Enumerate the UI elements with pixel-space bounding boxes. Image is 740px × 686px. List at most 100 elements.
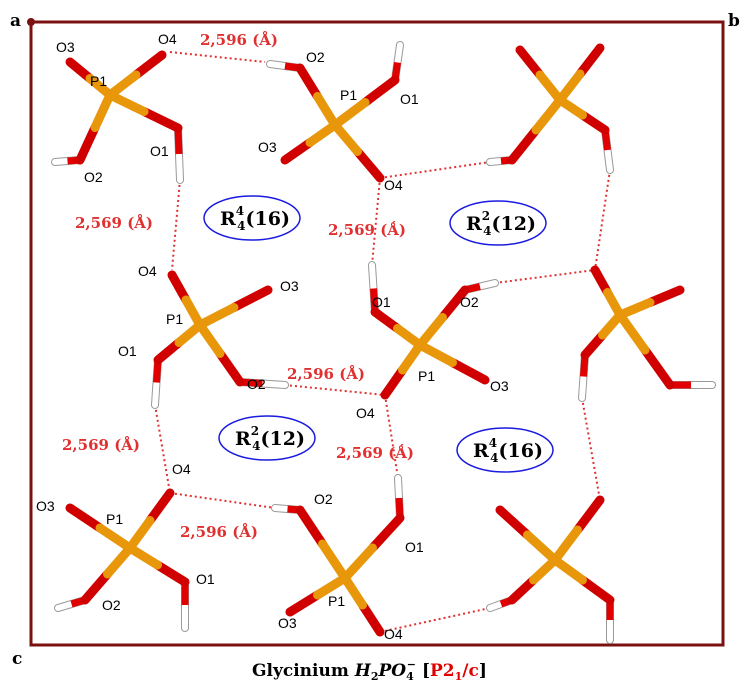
hydrogen-bond — [495, 270, 595, 283]
po-bond — [645, 350, 670, 385]
ring-base: R — [466, 213, 482, 235]
oh-bond — [582, 377, 584, 399]
atom-label: O4 — [172, 461, 191, 477]
structure — [55, 45, 712, 640]
caption-sub: 2 — [371, 670, 379, 683]
po-bond — [363, 605, 381, 632]
atom-label: P1 — [166, 311, 183, 327]
atom-label: O2 — [102, 597, 121, 613]
atom-label: O1 — [118, 343, 137, 359]
caption-name: Glycinium — [252, 661, 349, 681]
atom-label: O2 — [306, 49, 325, 65]
po-bond — [520, 50, 540, 75]
po-bond — [403, 345, 421, 370]
space-group-sub: 1 — [455, 670, 463, 683]
atom-label: O3 — [278, 615, 297, 631]
po-bond — [318, 97, 336, 126]
po-bond — [310, 125, 335, 143]
po-bond — [70, 508, 100, 528]
po-bond — [200, 308, 234, 326]
ring-size: (16) — [499, 440, 543, 462]
hydrogen-bond — [170, 52, 265, 62]
bond-length: 2,569 (Å) — [75, 214, 153, 232]
po-bond — [100, 528, 130, 548]
po-bond — [345, 578, 363, 605]
atom-label: O3 — [490, 378, 509, 394]
po-bond — [323, 544, 346, 578]
corner-label: c — [12, 649, 22, 669]
po-bond — [620, 303, 650, 316]
oh-bond — [55, 161, 68, 162]
oh-bond — [155, 383, 157, 406]
ring-label: R44(16) — [473, 436, 543, 465]
po-bond — [108, 548, 131, 574]
po-bond — [290, 595, 318, 612]
po-bond — [453, 363, 486, 381]
ring-size: (12) — [261, 428, 305, 450]
po-bond — [560, 74, 580, 100]
caption-formula: PO — [377, 661, 406, 681]
ring-sup: 2 — [251, 424, 259, 438]
ring-sub: 4 — [483, 224, 491, 238]
atom-label: O1 — [405, 539, 424, 555]
atom-label: P1 — [90, 73, 107, 89]
po-bond — [555, 530, 578, 560]
atom-label: O1 — [400, 91, 419, 107]
po-bond — [620, 315, 645, 350]
bond-length: 2,569 (Å) — [62, 436, 140, 454]
oh-bond — [608, 150, 611, 170]
oh-bond — [398, 478, 399, 498]
po-bond — [420, 318, 443, 346]
po-bond — [534, 560, 556, 580]
po-bond — [420, 345, 453, 363]
corner-label: a — [10, 11, 21, 31]
po-bond — [285, 143, 310, 161]
caption-bracket: [ — [422, 661, 430, 681]
hydrogen-bond — [172, 180, 180, 270]
oh-bond — [398, 45, 401, 63]
atom-label: O4 — [138, 263, 157, 279]
atom-label: O2 — [460, 294, 479, 310]
hydrogen-bond — [595, 170, 610, 270]
atom-label: O4 — [158, 31, 177, 47]
bond-length: 2,596 (Å) — [180, 523, 258, 541]
po-bond — [335, 125, 358, 152]
po-bond — [130, 521, 150, 549]
po-bond — [528, 535, 556, 560]
oh-bond — [490, 161, 501, 162]
ring-base: R — [220, 208, 236, 230]
po-bond — [512, 130, 536, 160]
atom-label: O1 — [372, 294, 391, 310]
space-group: /c — [462, 661, 479, 681]
ring-label: R24(12) — [466, 209, 536, 238]
atom-label: O4 — [356, 405, 375, 421]
space-group: P2 — [430, 661, 455, 681]
po-bond — [158, 565, 186, 582]
po-bond — [580, 48, 600, 74]
hydrogen-bond — [155, 405, 170, 493]
oh-bond — [263, 384, 286, 386]
ring-sup: 4 — [236, 204, 244, 218]
atom-label: P1 — [106, 511, 123, 527]
caption: Glycinium H2PO4−[P21/c] — [252, 658, 487, 683]
po-bond — [373, 518, 401, 548]
po-bond — [200, 325, 220, 354]
po-bond — [365, 80, 395, 103]
ring-label: R24(12) — [235, 424, 305, 453]
oh-bond — [480, 283, 495, 287]
ring-sub: 4 — [490, 451, 498, 465]
po-bond — [136, 55, 162, 75]
atom-label: O3 — [36, 498, 55, 514]
atom-label: O3 — [258, 139, 277, 155]
oh-bond — [179, 154, 180, 180]
po-bond — [80, 128, 95, 161]
oh-bond — [490, 604, 501, 608]
po-bond — [234, 290, 268, 308]
ring-sup: 2 — [482, 209, 490, 223]
hydrogen-bond — [170, 493, 275, 508]
po-bond — [150, 493, 170, 521]
atom-label: O3 — [56, 39, 75, 55]
oh-bond — [275, 508, 288, 509]
bond-length: 2,569 (Ǻ) — [328, 221, 406, 239]
